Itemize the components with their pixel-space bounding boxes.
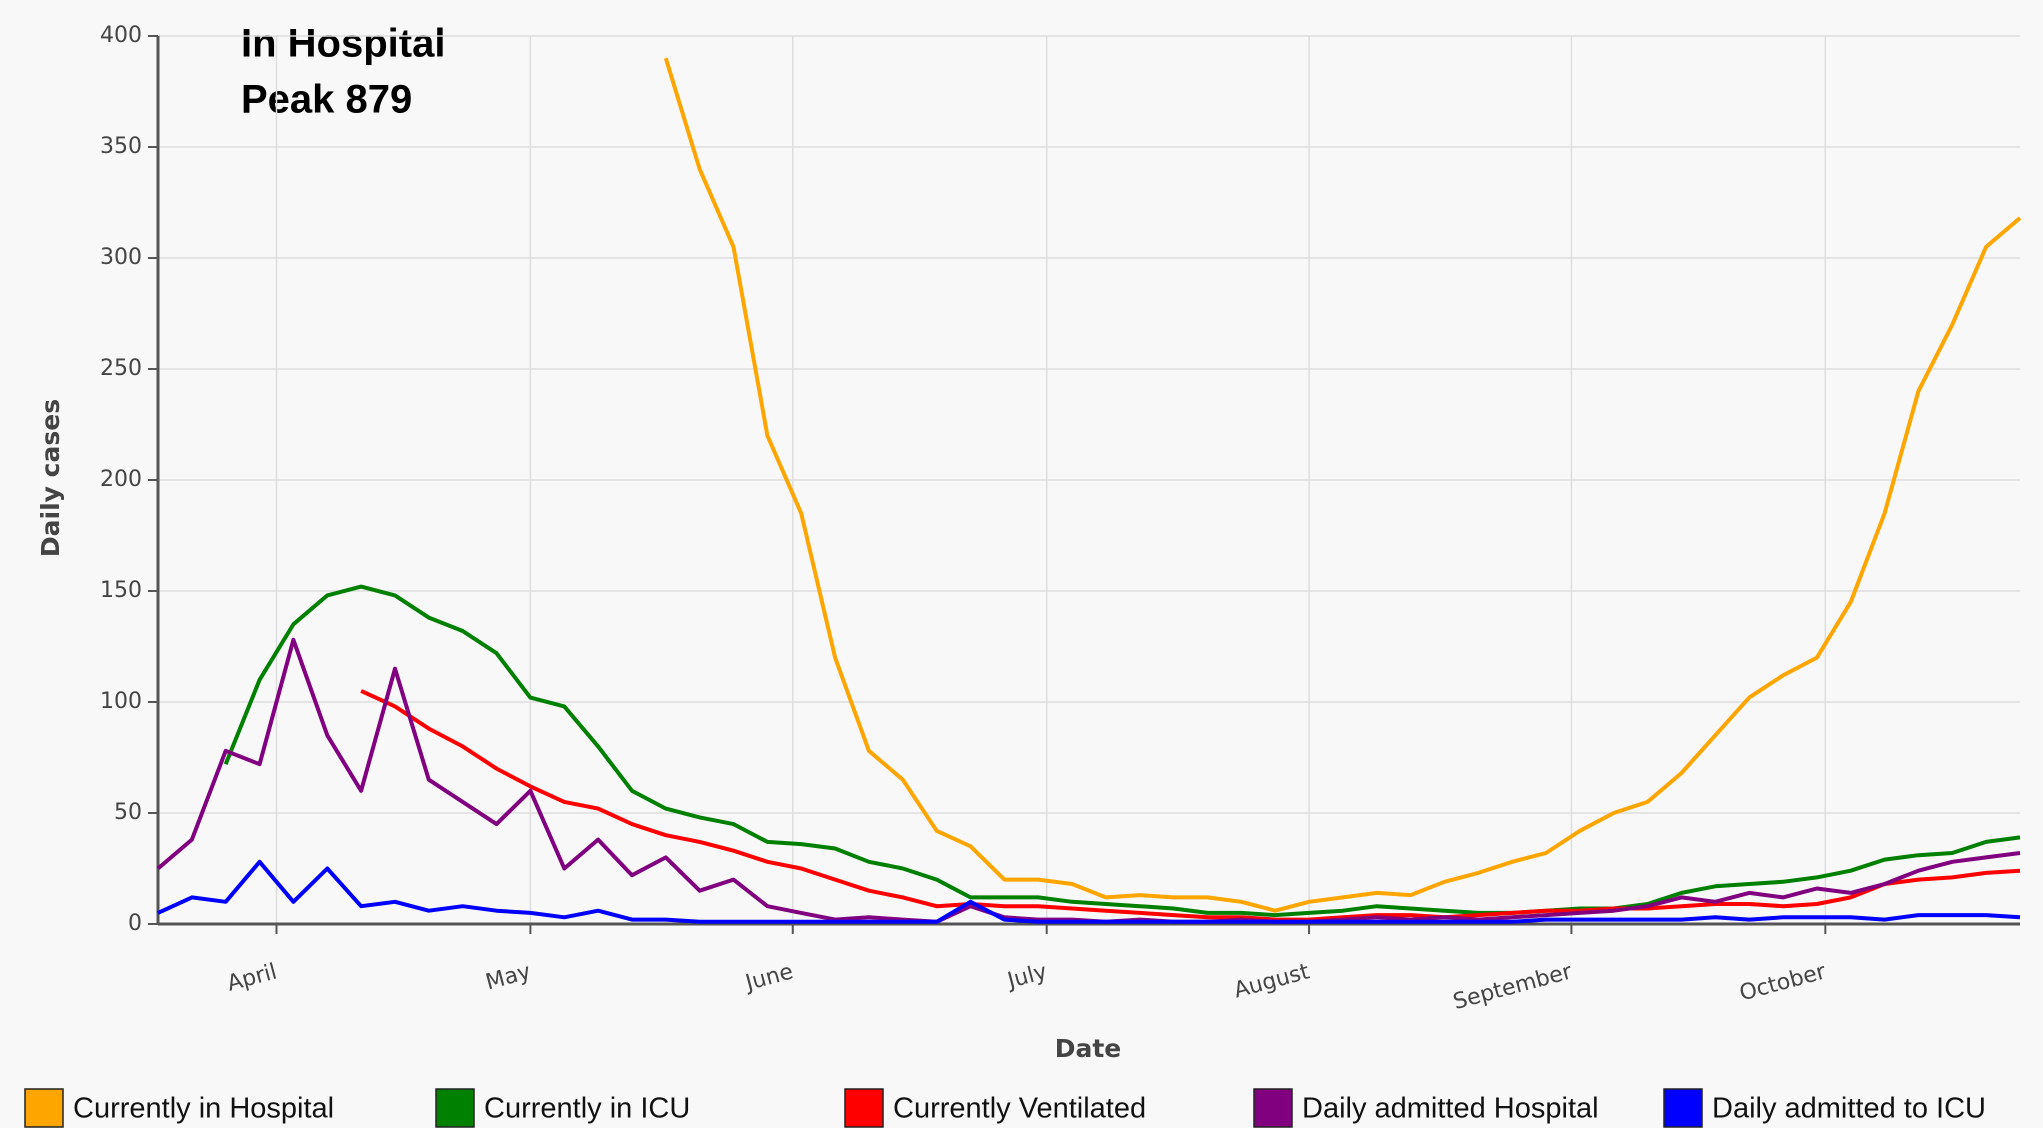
y-axis-label: Daily cases xyxy=(36,399,65,557)
legend-swatch xyxy=(1253,1088,1293,1128)
series-line xyxy=(360,689,2021,922)
legend-label: Currently in Hospital xyxy=(73,1093,334,1125)
series-line xyxy=(663,57,2022,913)
y-tick-label: 300 xyxy=(100,245,142,270)
legend-swatch xyxy=(435,1088,475,1128)
y-tick-label: 200 xyxy=(100,467,142,492)
legend-label: Daily admitted to ICU xyxy=(1712,1093,1986,1125)
series-line xyxy=(223,584,2021,918)
annotation: Peak 879 xyxy=(241,78,412,122)
y-tick-label: 0 xyxy=(128,911,142,936)
annotation: In Hospital xyxy=(241,22,445,66)
y-tick-label: 150 xyxy=(100,578,142,603)
y-tick-label: 350 xyxy=(100,134,142,159)
y-tick-label: 400 xyxy=(100,23,142,48)
legend-swatch xyxy=(24,1088,64,1128)
series-line xyxy=(157,859,2021,924)
legend-label: Currently in ICU xyxy=(484,1093,690,1125)
legend-swatch xyxy=(844,1088,884,1128)
legend-label: Daily admitted Hospital xyxy=(1302,1093,1599,1125)
legend-label: Currently Ventilated xyxy=(893,1093,1146,1125)
legend-swatch xyxy=(1663,1088,1703,1128)
y-tick-label: 250 xyxy=(100,356,142,381)
y-tick-label: 50 xyxy=(114,800,142,825)
y-tick-label: 100 xyxy=(100,689,142,714)
x-axis-label: Date xyxy=(1055,1034,1122,1063)
